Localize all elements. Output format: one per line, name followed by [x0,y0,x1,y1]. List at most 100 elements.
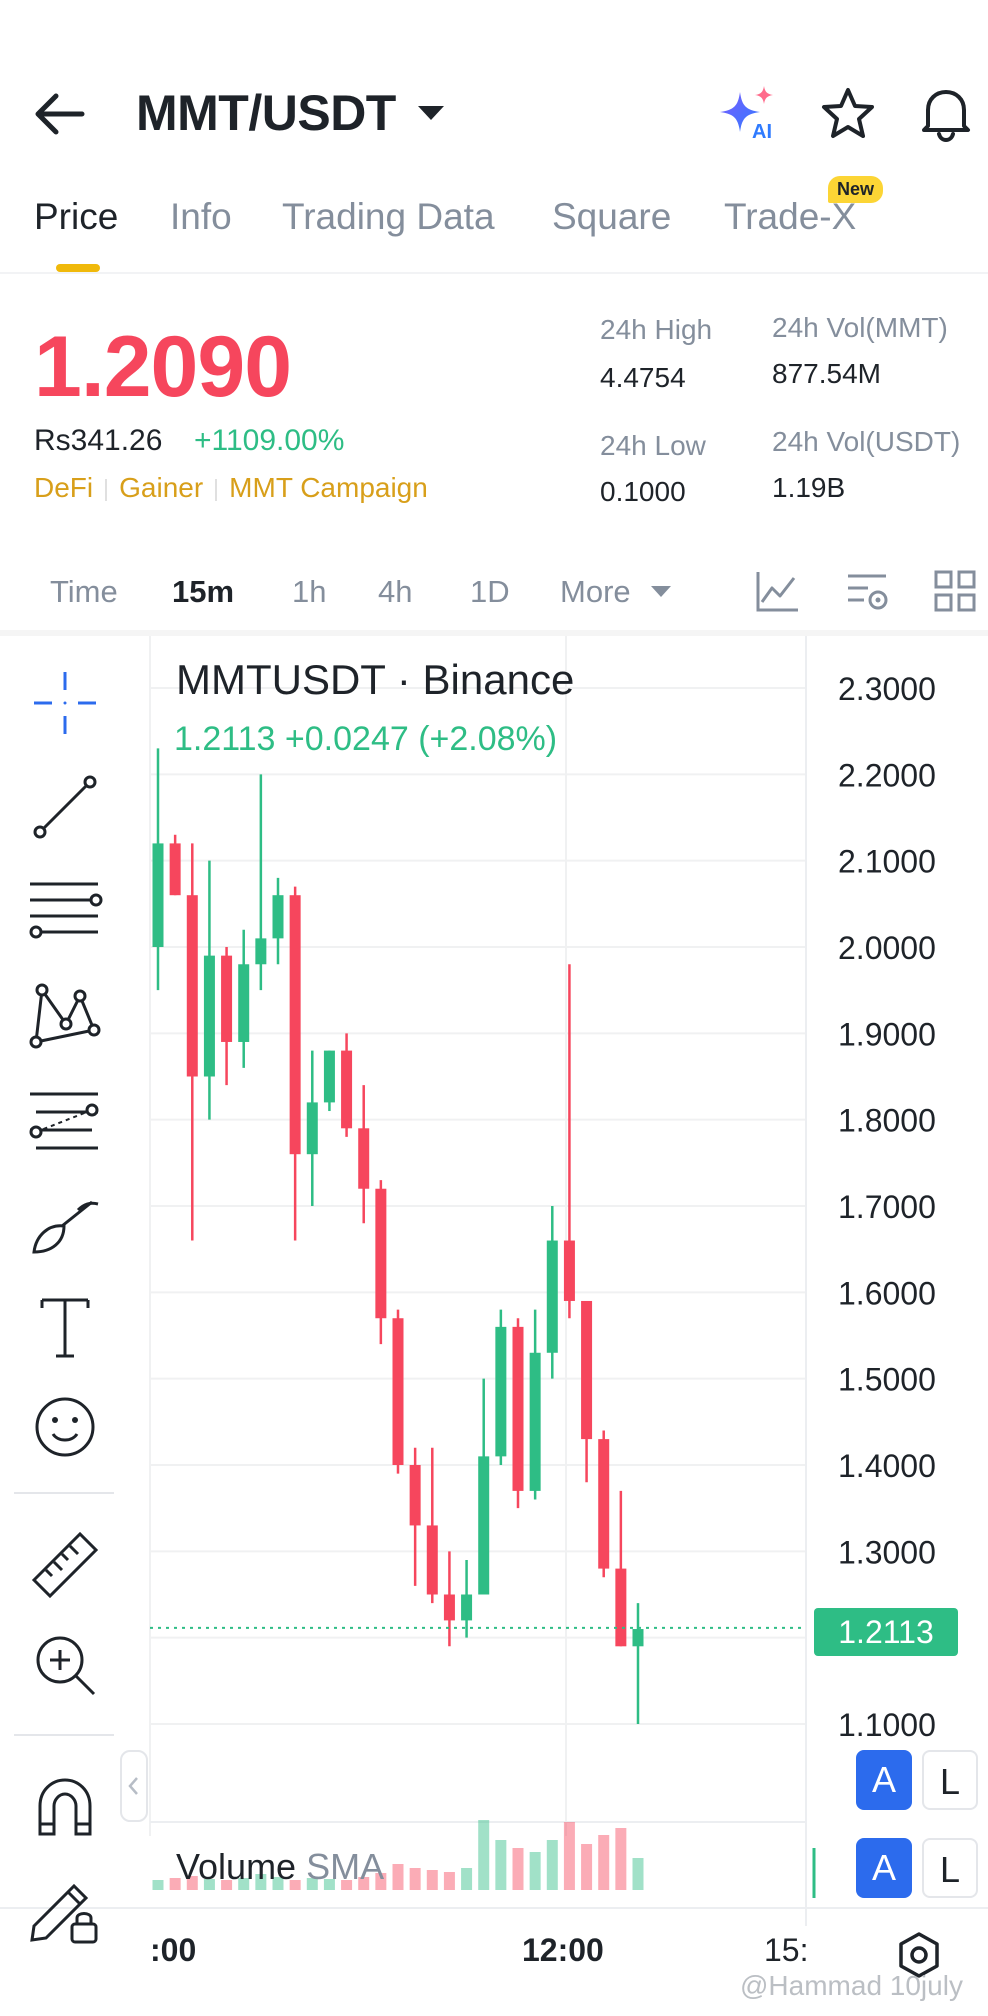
tag-divider [105,478,108,501]
zoom-in-tool-icon[interactable] [26,1626,104,1704]
watermark: @Hammad 10july [740,1970,963,2001]
tf-4h[interactable]: 4h [378,574,413,609]
layout-grid-icon[interactable] [930,566,980,616]
candle-body [632,1629,644,1647]
candle-body [546,1240,558,1353]
volume-bar [632,1858,644,1890]
price-tick-label: 1.4000 [838,1448,936,1484]
tab-square[interactable]: Square [552,196,672,237]
new-badge: New [828,176,884,203]
candle-body [443,1594,455,1621]
time-tick-3: 15: [764,1932,809,1968]
volume-bar [443,1872,455,1890]
log-scale-toggle[interactable]: L [922,1750,978,1810]
candle-body [289,895,301,1155]
magnet-tool-icon[interactable] [26,1768,104,1846]
volume-bar [461,1868,473,1890]
chart-symbol-title: MMTUSDT · Binance [176,656,575,703]
sidebar-collapse-handle[interactable] [120,1750,148,1822]
fib-tool-icon[interactable] [26,1080,104,1158]
crosshair-tool-icon[interactable] [26,664,104,742]
price-tick-label: 2.2000 [838,757,936,793]
ai-assistant-icon[interactable]: AI [716,82,782,144]
chart-settings-icon[interactable] [842,566,892,616]
volume-bar [272,1877,284,1890]
volume-title: Volume [176,1846,297,1887]
volume-bar [152,1880,164,1890]
volume-bar [221,1880,233,1890]
volume-bar [358,1877,370,1890]
tab-trading-data[interactable]: Trading Data [282,196,495,237]
tf-more[interactable]: More [560,574,631,609]
volume-bar [375,1873,387,1890]
more-caret-icon[interactable] [648,576,674,606]
candlestick-chart[interactable]: 2.3000 2.2000 2.1000 2.0000 1.9000 1.8000 1.70… [0,636,988,1926]
tag-gainer[interactable]: Gainer [119,472,204,503]
time-tick-1: :00 [150,1932,197,1968]
volume-bar [392,1864,404,1890]
chart-grid [0,636,988,1926]
horizontal-lines-tool-icon[interactable] [26,872,104,950]
volume-log-toggle[interactable]: L [922,1838,978,1898]
lock-drawing-tool-icon[interactable] [26,1868,104,1946]
pair-title[interactable]: MMT/USDT [136,85,396,141]
candle-body [461,1594,473,1621]
trend-line-tool-icon[interactable] [26,768,104,846]
candle-body [495,1326,507,1457]
volume-bar [529,1852,541,1890]
volume-label: Volume SMA [176,1846,384,1888]
emoji-tool-icon[interactable] [26,1388,104,1466]
candle-body [323,1050,335,1103]
brush-tool-icon[interactable] [26,1184,104,1262]
tf-1h[interactable]: 1h [292,574,327,609]
candle-body [615,1568,627,1647]
pair-dropdown-caret-icon[interactable] [414,100,448,126]
volume-auto-toggle[interactable]: A [856,1838,912,1898]
stat-vol-quote-value: 1.19B [772,472,846,503]
candle-body [392,1318,404,1465]
volume-bar [255,1874,267,1890]
header-bar: MMT/USDT AI [0,0,988,180]
favorite-star-icon[interactable] [818,84,878,144]
tag-row: DeFi Gainer MMT Campaign [34,472,428,504]
text-tool-icon[interactable] [26,1288,104,1366]
chart-settings-hex-icon[interactable] [892,1928,946,1982]
price-axis[interactable]: 2.3000 2.2000 2.1000 2.0000 1.9000 1.8000 1.70… [838,671,936,1743]
candle-body [272,895,284,939]
tab-info[interactable]: Info [170,196,232,237]
tag-defi[interactable]: DeFi [34,472,94,503]
back-arrow-icon[interactable] [30,86,94,142]
candle-body [152,843,164,947]
tf-15m[interactable]: 15m [172,574,235,609]
notification-bell-icon[interactable] [916,82,976,144]
chart-ohlc-readout: 1.2113 +0.0247 (+2.08%) [174,720,558,758]
price-tick-label: 1.9000 [838,1016,936,1052]
stat-vol-quote-label: 24h Vol(USDT) [772,426,961,457]
tf-1d[interactable]: 1D [470,574,510,609]
time-tick-2: 12:00 [522,1932,604,1968]
tool-divider [14,1492,114,1494]
price-tick-label: 1.3000 [838,1534,936,1570]
candle-body [203,955,215,1077]
candle-body [512,1326,524,1491]
stat-vol-base-value: 877.54M [772,358,881,389]
pattern-tool-icon[interactable] [26,976,104,1054]
ruler-tool-icon[interactable] [26,1526,104,1604]
price-tick-label: 1.1000 [838,1707,936,1743]
auto-scale-toggle[interactable]: A [856,1750,912,1810]
stat-low-value: 0.1000 [600,476,686,507]
volume-bar [512,1848,524,1890]
indicator-chart-icon[interactable] [752,566,802,616]
volume-bar [598,1835,610,1890]
last-price: 1.2090 [34,319,292,415]
candle-body [426,1525,438,1595]
stat-low-label: 24h Low [600,430,706,461]
tf-time[interactable]: Time [50,574,118,609]
active-tab-indicator [56,264,100,272]
timeframe-bar: Time 15m 1h 4h 1D More [0,552,988,636]
change-percent: +1109.00% [194,424,345,457]
tab-price[interactable]: Price [34,196,119,237]
price-tick-label: 2.3000 [838,671,936,707]
volume-bar [289,1880,301,1890]
tag-campaign[interactable]: MMT Campaign [229,472,428,503]
